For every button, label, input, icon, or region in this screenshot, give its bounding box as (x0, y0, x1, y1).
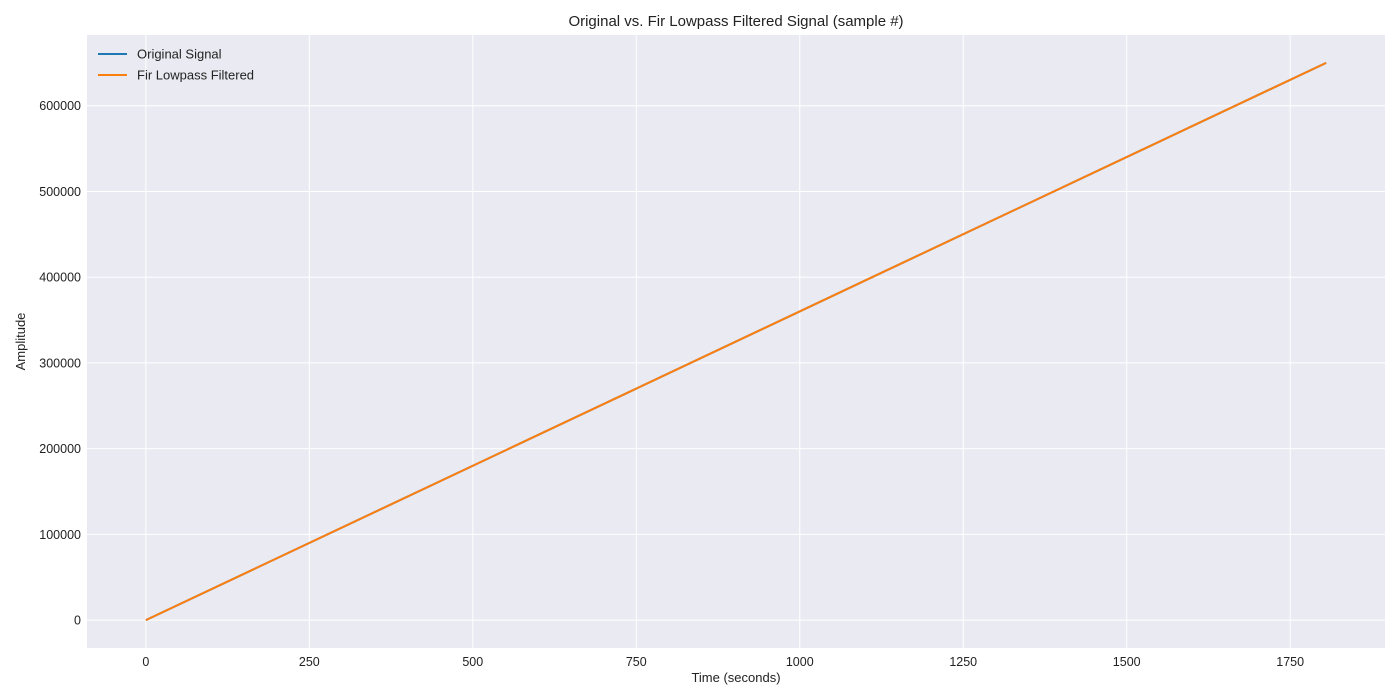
legend-label-1: Original Signal (137, 47, 222, 62)
x-tick-label: 750 (626, 655, 647, 669)
series-lines (145, 61, 1327, 622)
x-tick-label: 250 (299, 655, 320, 669)
y-tick-label: 100000 (39, 528, 81, 542)
y-tick-label: 600000 (39, 99, 81, 113)
x-tick-label: 1500 (1113, 655, 1141, 669)
x-tick-label: 1250 (949, 655, 977, 669)
y-axis-title: Amplitude (13, 313, 28, 371)
x-tick-label: 1750 (1276, 655, 1304, 669)
legend: Original Signal Fir Lowpass Filtered (98, 47, 254, 83)
grid-lines (87, 35, 1385, 648)
y-tick-label: 300000 (39, 356, 81, 370)
x-axis-title: Time (seconds) (691, 670, 780, 685)
series-line-2 (145, 61, 1327, 622)
y-tick-label: 200000 (39, 442, 81, 456)
x-tick-label: 500 (462, 655, 483, 669)
y-tick-label: 500000 (39, 185, 81, 199)
legend-label-2: Fir Lowpass Filtered (137, 68, 254, 83)
x-tick-label: 0 (142, 655, 149, 669)
tick-labels: 0 250 500 750 1000 1250 1500 1750 0 100000 200000 3… (39, 99, 1304, 669)
chart-title: Original vs. Fir Lowpass Filtered Signal… (568, 13, 903, 30)
y-tick-label: 0 (74, 614, 81, 628)
x-tick-label: 1000 (786, 655, 814, 669)
y-tick-label: 400000 (39, 271, 81, 285)
